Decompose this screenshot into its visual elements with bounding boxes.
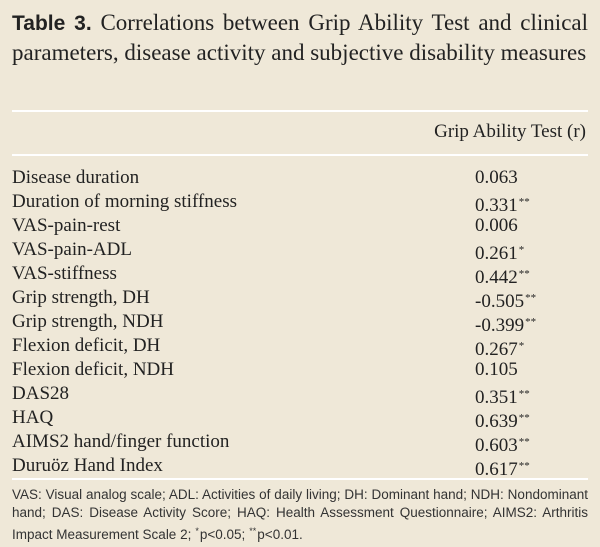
row-label: Duration of morning stiffness xyxy=(12,191,237,212)
value: -0.399 xyxy=(475,315,525,336)
row-label: Flexion deficit, NDH xyxy=(12,359,175,380)
table-number: Table 3. xyxy=(12,12,92,35)
title: Table 3. Correlations between Grip Abili… xyxy=(12,8,588,67)
significance: * xyxy=(518,244,525,256)
table-row: VAS-stiffness 0.442** xyxy=(12,262,588,288)
table-row: Grip strength, NDH -0.399** xyxy=(12,310,588,336)
value-cell: 0.261* xyxy=(475,238,524,266)
value-cell: -0.505** xyxy=(475,286,536,314)
value: -0.505 xyxy=(475,291,525,312)
table-row: Duruöz Hand Index 0.617** xyxy=(12,454,588,480)
significance: ** xyxy=(525,292,537,304)
table-row: Duration of morning stiffness 0.331** xyxy=(12,190,588,216)
value-cell: 0.351** xyxy=(475,382,530,410)
value: 0.603 xyxy=(475,435,518,456)
table-row: Flexion deficit, NDH 0.105 xyxy=(12,358,588,382)
rule xyxy=(12,110,588,112)
footnote-text: p<0.01. xyxy=(257,527,303,542)
value-cell: 0.442** xyxy=(475,262,530,290)
row-label: Grip strength, NDH xyxy=(12,311,164,332)
row-label: Flexion deficit, DH xyxy=(12,335,161,356)
row-label: VAS-pain-rest xyxy=(12,215,121,236)
row-label: Duruöz Hand Index xyxy=(12,455,163,476)
table-row: Flexion deficit, DH 0.267* xyxy=(12,334,588,360)
footnote: VAS: Visual analog scale; ADL: Activitie… xyxy=(12,486,588,544)
value-cell: 0.063 xyxy=(475,166,518,190)
value-cell: 0.267* xyxy=(475,334,524,362)
value: 0.006 xyxy=(475,215,518,236)
footnote-mark: * xyxy=(195,526,199,536)
value-cell: 0.105 xyxy=(475,358,518,382)
significance: ** xyxy=(518,196,530,208)
value: 0.261 xyxy=(475,243,518,264)
value: 0.617 xyxy=(475,459,518,480)
significance: ** xyxy=(518,436,530,448)
value: 0.063 xyxy=(475,167,518,188)
value: 0.105 xyxy=(475,359,518,380)
footnote-text: VAS: Visual analog scale; ADL: Activitie… xyxy=(12,487,588,542)
value-cell: -0.399** xyxy=(475,310,536,338)
significance: ** xyxy=(518,388,530,400)
footnote-mark: ** xyxy=(249,526,257,536)
significance: ** xyxy=(518,268,530,280)
table-row: VAS-pain-ADL 0.261* xyxy=(12,238,588,264)
significance: ** xyxy=(525,316,537,328)
value-cell: 0.603** xyxy=(475,430,530,458)
table-row: Disease duration 0.063 xyxy=(12,166,588,190)
table-row: VAS-pain-rest 0.006 xyxy=(12,214,588,238)
table-row: DAS28 0.351** xyxy=(12,382,588,408)
column-header: Grip Ability Test (r) xyxy=(434,121,586,142)
row-label: VAS-stiffness xyxy=(12,263,117,284)
rule xyxy=(12,478,588,480)
significance: ** xyxy=(518,460,530,472)
table-row: AIMS2 hand/finger function 0.603** xyxy=(12,430,588,456)
rule xyxy=(12,154,588,156)
row-label: AIMS2 hand/finger function xyxy=(12,431,230,452)
value-cell: 0.617** xyxy=(475,454,530,482)
significance: * xyxy=(518,340,525,352)
value-cell: 0.006 xyxy=(475,214,518,238)
value-cell: 0.639** xyxy=(475,406,530,434)
value: 0.267 xyxy=(475,339,518,360)
table-row: HAQ 0.639** xyxy=(12,406,588,432)
caption: Correlations between Grip Ability Test a… xyxy=(12,10,588,65)
row-label: Disease duration xyxy=(12,167,140,188)
significance: ** xyxy=(518,412,530,424)
row-label: DAS28 xyxy=(12,383,70,404)
row-label: VAS-pain-ADL xyxy=(12,239,132,260)
value: 0.442 xyxy=(475,267,518,288)
footnote-text: p<0.05; xyxy=(199,527,246,542)
value: 0.639 xyxy=(475,411,518,432)
value-cell: 0.331** xyxy=(475,190,530,218)
table-body: Disease duration 0.063 Duration of morning… xyxy=(12,166,588,480)
value: 0.351 xyxy=(475,387,518,408)
row-label: Grip strength, DH xyxy=(12,287,150,308)
row-label: HAQ xyxy=(12,407,54,428)
table-row: Grip strength, DH -0.505** xyxy=(12,286,588,312)
value: 0.331 xyxy=(475,195,518,216)
